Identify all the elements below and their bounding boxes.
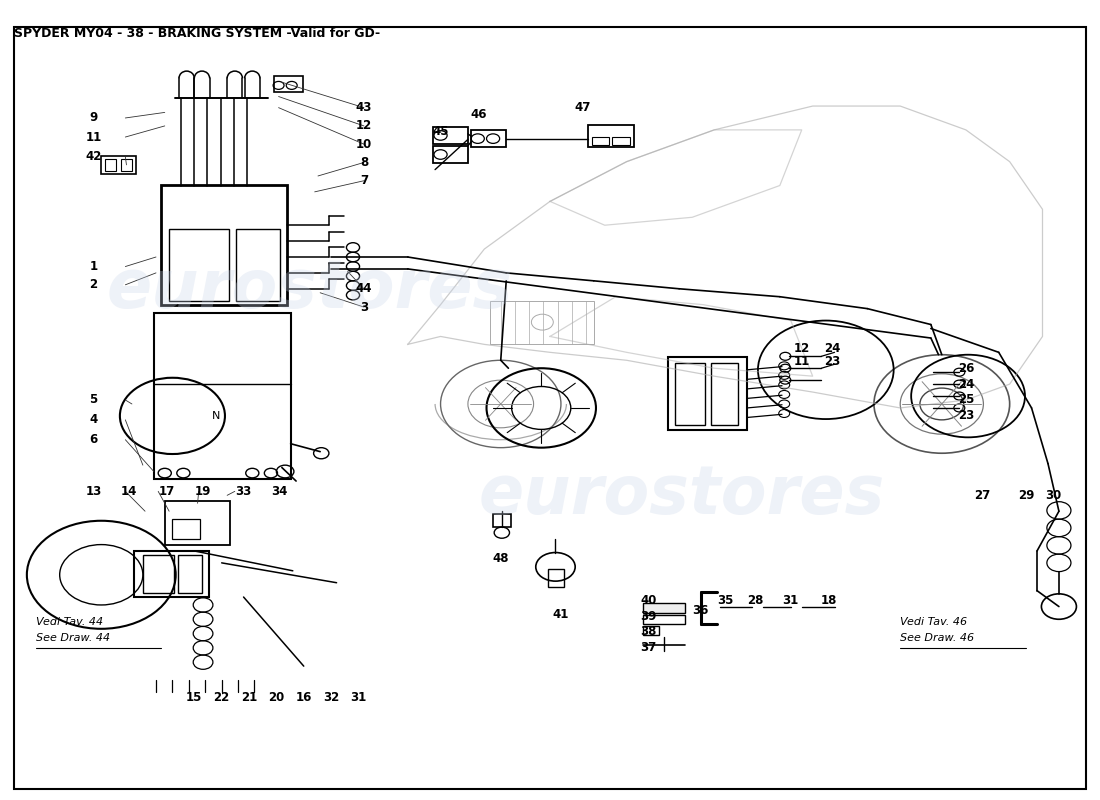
Bar: [644, 614, 684, 624]
Bar: [143, 555, 174, 593]
Text: 45: 45: [432, 125, 449, 138]
Text: SPYDER MY04 - 38 - BRAKING SYSTEM -Valid for GD-: SPYDER MY04 - 38 - BRAKING SYSTEM -Valid…: [13, 26, 379, 40]
Text: 18: 18: [821, 594, 837, 606]
Bar: [471, 130, 506, 147]
Bar: [592, 137, 609, 145]
Bar: [548, 570, 564, 586]
Bar: [121, 159, 132, 171]
Text: 34: 34: [272, 485, 288, 498]
Text: 38: 38: [640, 626, 657, 638]
Text: 14: 14: [121, 485, 136, 498]
Text: 20: 20: [268, 691, 285, 705]
Text: N: N: [212, 411, 220, 421]
Text: 31: 31: [783, 594, 799, 606]
Text: 30: 30: [1045, 489, 1062, 502]
Text: 27: 27: [975, 489, 990, 502]
Bar: [644, 626, 659, 635]
Text: 15: 15: [186, 691, 202, 705]
Text: 33: 33: [235, 485, 252, 498]
Text: 35: 35: [717, 594, 734, 606]
Text: 22: 22: [213, 691, 230, 705]
Bar: [490, 301, 594, 344]
Bar: [104, 159, 116, 171]
Text: 11: 11: [86, 130, 101, 143]
Text: 46: 46: [471, 107, 487, 121]
Bar: [235, 229, 279, 301]
Text: 43: 43: [355, 101, 372, 114]
Text: 40: 40: [640, 594, 657, 606]
Text: 31: 31: [350, 691, 366, 705]
Text: 29: 29: [1018, 489, 1034, 502]
Text: 32: 32: [323, 691, 339, 705]
Text: 39: 39: [640, 610, 657, 622]
Text: 21: 21: [241, 691, 257, 705]
Bar: [493, 514, 510, 527]
Bar: [433, 126, 468, 144]
Bar: [169, 229, 229, 301]
Bar: [134, 551, 209, 597]
Text: 6: 6: [89, 434, 98, 446]
Text: 44: 44: [355, 282, 372, 295]
Text: 42: 42: [86, 150, 102, 163]
Text: See Draw. 44: See Draw. 44: [35, 634, 110, 643]
Text: 28: 28: [748, 594, 763, 606]
Text: 23: 23: [958, 410, 974, 422]
Text: 9: 9: [89, 111, 98, 125]
Bar: [154, 313, 290, 479]
Text: 24: 24: [958, 378, 975, 390]
Text: 41: 41: [553, 608, 569, 621]
Bar: [711, 363, 738, 426]
Text: 26: 26: [958, 362, 975, 374]
Text: 7: 7: [360, 174, 368, 187]
Text: 12: 12: [355, 119, 372, 133]
Bar: [644, 603, 684, 613]
Text: 19: 19: [195, 485, 211, 498]
Bar: [178, 555, 202, 593]
Text: 2: 2: [89, 278, 98, 291]
Bar: [668, 357, 747, 430]
Bar: [162, 186, 287, 305]
Text: 36: 36: [692, 604, 708, 617]
Text: 3: 3: [360, 301, 368, 314]
Text: 37: 37: [640, 642, 657, 654]
Text: 13: 13: [86, 485, 101, 498]
Text: 10: 10: [355, 138, 372, 150]
Bar: [101, 156, 136, 174]
Text: 24: 24: [824, 342, 840, 355]
Text: 11: 11: [793, 355, 810, 368]
Text: 17: 17: [158, 485, 175, 498]
Text: 8: 8: [360, 156, 368, 169]
Text: 1: 1: [89, 260, 98, 273]
Text: 5: 5: [89, 394, 98, 406]
Text: Vedi Tav. 46: Vedi Tav. 46: [900, 618, 967, 627]
Text: eurostores: eurostores: [106, 256, 513, 322]
Bar: [433, 146, 468, 163]
Bar: [588, 125, 635, 147]
Text: 48: 48: [493, 552, 509, 566]
Text: Vedi Tav. 44: Vedi Tav. 44: [35, 618, 102, 627]
Bar: [173, 519, 200, 539]
Bar: [274, 76, 302, 92]
Text: 25: 25: [958, 394, 975, 406]
Bar: [613, 137, 630, 145]
Text: 12: 12: [793, 342, 810, 355]
Bar: [674, 363, 705, 426]
Text: eurostores: eurostores: [478, 462, 884, 528]
Text: 23: 23: [824, 355, 840, 368]
Text: 16: 16: [296, 691, 312, 705]
Text: 4: 4: [89, 414, 98, 426]
Text: 47: 47: [574, 101, 591, 114]
Bar: [165, 501, 230, 545]
Text: See Draw. 46: See Draw. 46: [900, 634, 975, 643]
